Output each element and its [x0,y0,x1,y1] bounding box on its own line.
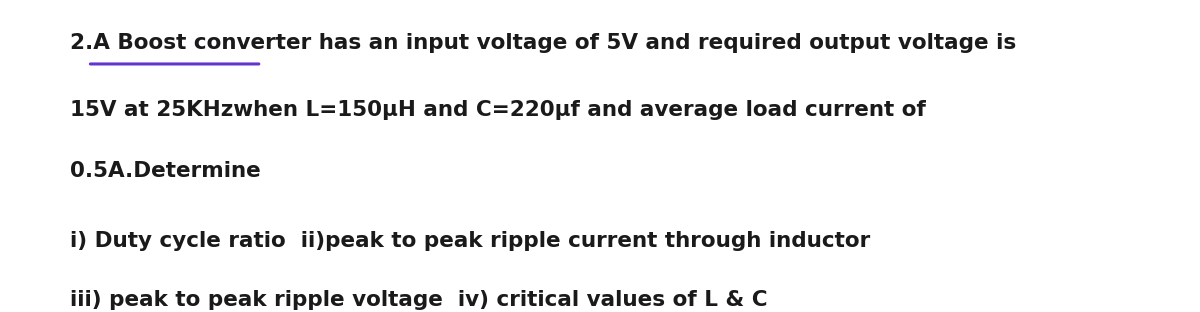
Text: iii) peak to peak ripple voltage  iv) critical values of L & C: iii) peak to peak ripple voltage iv) cri… [70,290,767,310]
Text: 0.5A.Determine: 0.5A.Determine [70,161,260,181]
Text: i) Duty cycle ratio  ii)peak to peak ripple current through inductor: i) Duty cycle ratio ii)peak to peak ripp… [70,231,870,251]
Text: 2.A Boost converter has an input voltage of 5V and required output voltage is: 2.A Boost converter has an input voltage… [70,33,1016,53]
Text: 15V at 25KHzwhen L=150μH and C=220μf and average load current of: 15V at 25KHzwhen L=150μH and C=220μf and… [70,100,925,120]
